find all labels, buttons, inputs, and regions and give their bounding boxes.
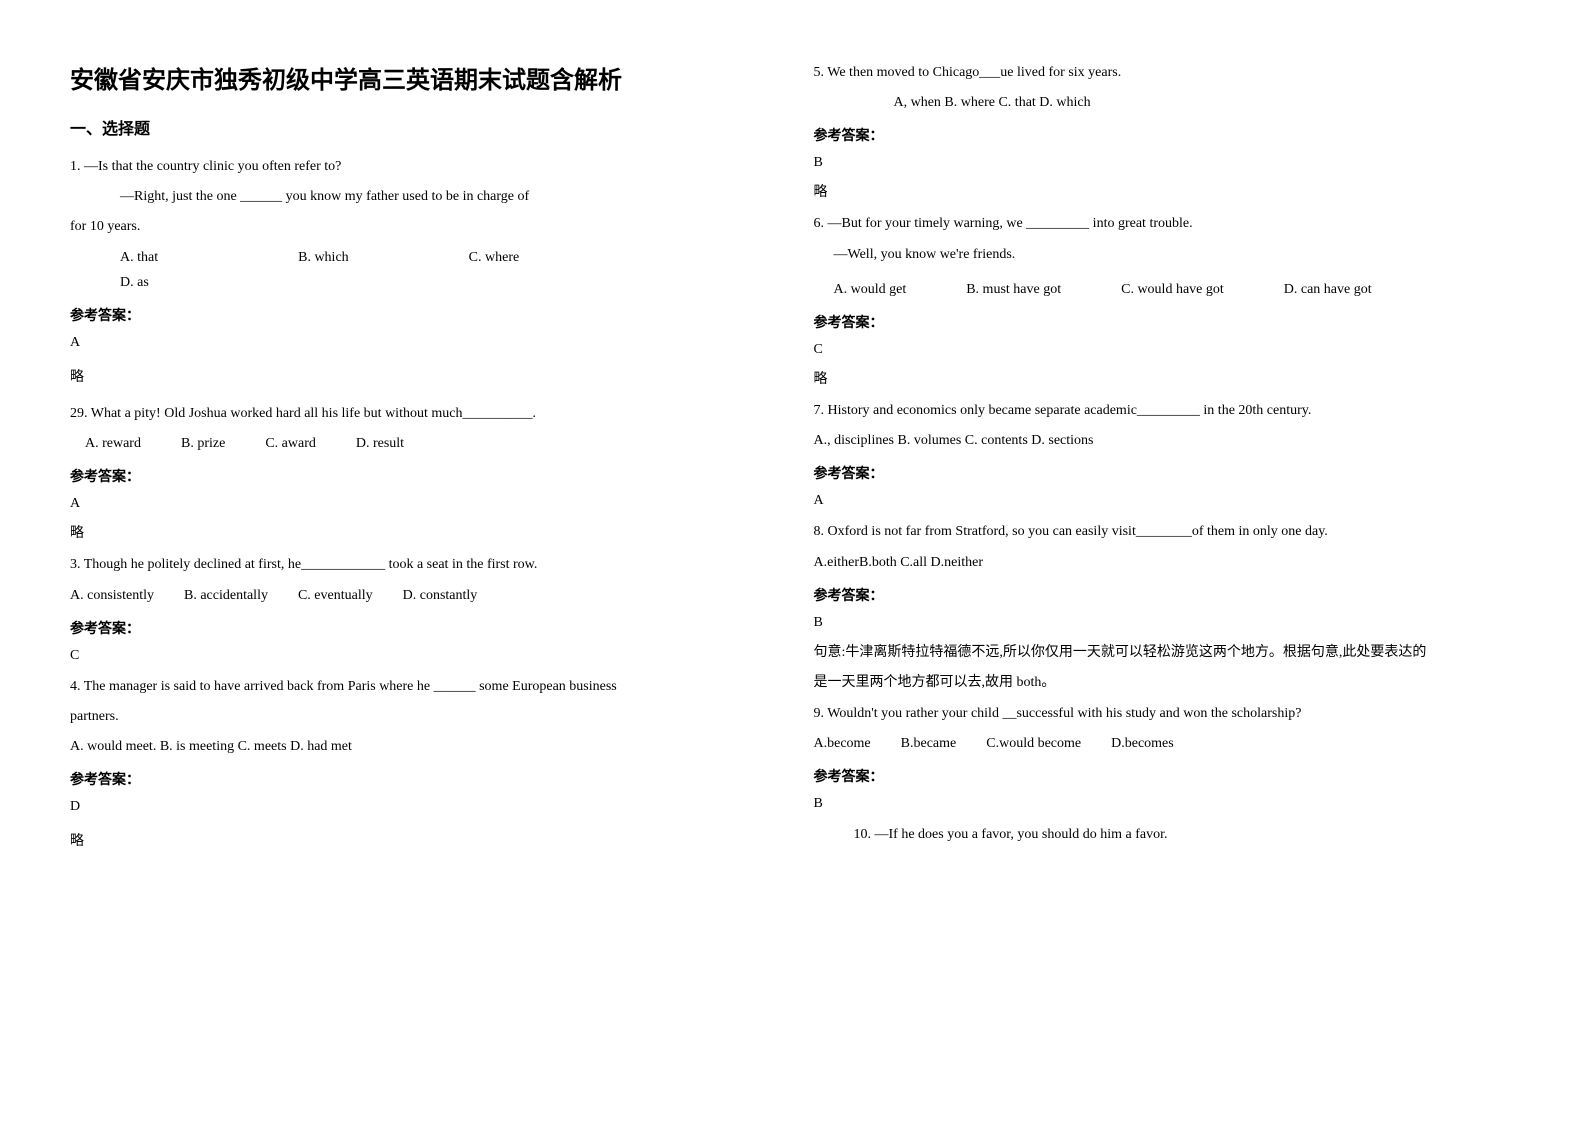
q6-line1: 6. —But for your timely warning, we ____… (814, 211, 1518, 236)
q6-answer-label: 参考答案： (814, 312, 1518, 332)
q1-line2: —Right, just the one ______ you know my … (70, 184, 774, 209)
q8-line1: 8. Oxford is not far from Stratford, so … (814, 519, 1518, 544)
q7-line1: 7. History and economics only became sep… (814, 398, 1518, 423)
question-8: 8. Oxford is not far from Stratford, so … (814, 519, 1518, 574)
question-9: 9. Wouldn't you rather your child __succ… (814, 701, 1518, 756)
q29-line1: 29. What a pity! Old Joshua worked hard … (70, 401, 774, 426)
q1-options-row2: D. as (70, 270, 774, 295)
question-10: 10. —If he does you a favor, you should … (814, 822, 1518, 847)
q6-lue: 略 (814, 368, 1518, 388)
section-heading: 一、选择题 (70, 115, 774, 139)
q6-optC: C. would have got (1121, 277, 1224, 302)
q29-optD: D. result (356, 431, 404, 456)
q6-optA: A. would get (834, 277, 907, 302)
q4-answer-label: 参考答案： (70, 769, 774, 789)
q1-optD: D. as (120, 270, 149, 295)
q1-answer-label: 参考答案： (70, 305, 774, 325)
q1-options-row1: A. that B. which C. where (70, 245, 774, 270)
question-4: 4. The manager is said to have arrived b… (70, 674, 774, 760)
question-29: 29. What a pity! Old Joshua worked hard … (70, 401, 774, 456)
q29-answer: A (70, 496, 774, 512)
question-1: 1. —Is that the country clinic you often… (70, 154, 774, 295)
q9-optD: D.becomes (1111, 731, 1174, 756)
q1-answer: A (70, 335, 774, 351)
q29-options: A. reward B. prize C. award D. result (70, 431, 774, 456)
q1-lue: 略 (70, 366, 774, 386)
q4-answer: D (70, 799, 774, 815)
q10-line1: 10. —If he does you a favor, you should … (854, 822, 1518, 847)
q29-optC: C. award (265, 431, 316, 456)
q9-line1: 9. Wouldn't you rather your child __succ… (814, 701, 1518, 726)
q5-answer: B (814, 155, 1518, 171)
q3-optD: D. constantly (403, 583, 478, 608)
q3-answer-label: 参考答案： (70, 618, 774, 638)
q9-optC: C.would become (986, 731, 1081, 756)
q8-answer: B (814, 615, 1518, 631)
q3-line1: 3. Though he politely declined at first,… (70, 552, 774, 577)
q8-opts: A.eitherB.both C.all D.neither (814, 550, 1518, 575)
q6-optB: B. must have got (966, 277, 1061, 302)
q29-optB: B. prize (181, 431, 225, 456)
q5-line1: 5. We then moved to Chicago___ue lived f… (814, 60, 1518, 85)
q9-answer-label: 参考答案： (814, 766, 1518, 786)
q6-answer: C (814, 342, 1518, 358)
q3-optB: B. accidentally (184, 583, 268, 608)
q4-line2: partners. (70, 704, 774, 729)
q9-options: A.become B.became C.would become D.becom… (814, 731, 1518, 756)
q6-optD: D. can have got (1284, 277, 1372, 302)
question-3: 3. Though he politely declined at first,… (70, 552, 774, 607)
q1-optA: A. that (120, 245, 158, 270)
question-5: 5. We then moved to Chicago___ue lived f… (814, 60, 1518, 115)
document-title: 安徽省安庆市独秀初级中学高三英语期末试题含解析 (70, 60, 774, 95)
left-column: 安徽省安庆市独秀初级中学高三英语期末试题含解析 一、选择题 1. —Is tha… (50, 60, 794, 1062)
q1-optC: C. where (469, 245, 520, 270)
question-6: 6. —But for your timely warning, we ____… (814, 211, 1518, 302)
q4-lue: 略 (70, 830, 774, 850)
q4-line1: 4. The manager is said to have arrived b… (70, 674, 774, 699)
q3-options: A. consistently B. accidentally C. event… (70, 583, 774, 608)
q1-optB: B. which (298, 245, 349, 270)
q8-explain2: 是一天里两个地方都可以去,故用 both。 (814, 671, 1518, 691)
right-column: 5. We then moved to Chicago___ue lived f… (794, 60, 1538, 1062)
q5-answer-label: 参考答案： (814, 125, 1518, 145)
q9-optA: A.become (814, 731, 871, 756)
q29-optA: A. reward (85, 431, 141, 456)
q9-answer: B (814, 796, 1518, 812)
q6-line2: —Well, you know we're friends. (814, 242, 1518, 267)
q7-answer-label: 参考答案： (814, 463, 1518, 483)
q1-line1: 1. —Is that the country clinic you often… (70, 154, 774, 179)
q8-answer-label: 参考答案： (814, 585, 1518, 605)
q3-optA: A. consistently (70, 583, 154, 608)
q29-lue: 略 (70, 522, 774, 542)
q3-answer: C (70, 648, 774, 664)
q5-opts: A, when B. where C. that D. which (814, 90, 1518, 115)
q4-opts: A. would meet. B. is meeting C. meets D.… (70, 734, 774, 759)
q1-line3: for 10 years. (70, 214, 774, 239)
question-7: 7. History and economics only became sep… (814, 398, 1518, 453)
q7-answer: A (814, 493, 1518, 509)
q7-opts: A., disciplines B. volumes C. contents D… (814, 428, 1518, 453)
q9-optB: B.became (901, 731, 957, 756)
q5-lue: 略 (814, 181, 1518, 201)
q6-options: A. would get B. must have got C. would h… (814, 277, 1518, 302)
q3-optC: C. eventually (298, 583, 373, 608)
q29-answer-label: 参考答案： (70, 466, 774, 486)
q8-explain1: 句意:牛津离斯特拉特福德不远,所以你仅用一天就可以轻松游览这两个地方。根据句意,… (814, 641, 1518, 661)
